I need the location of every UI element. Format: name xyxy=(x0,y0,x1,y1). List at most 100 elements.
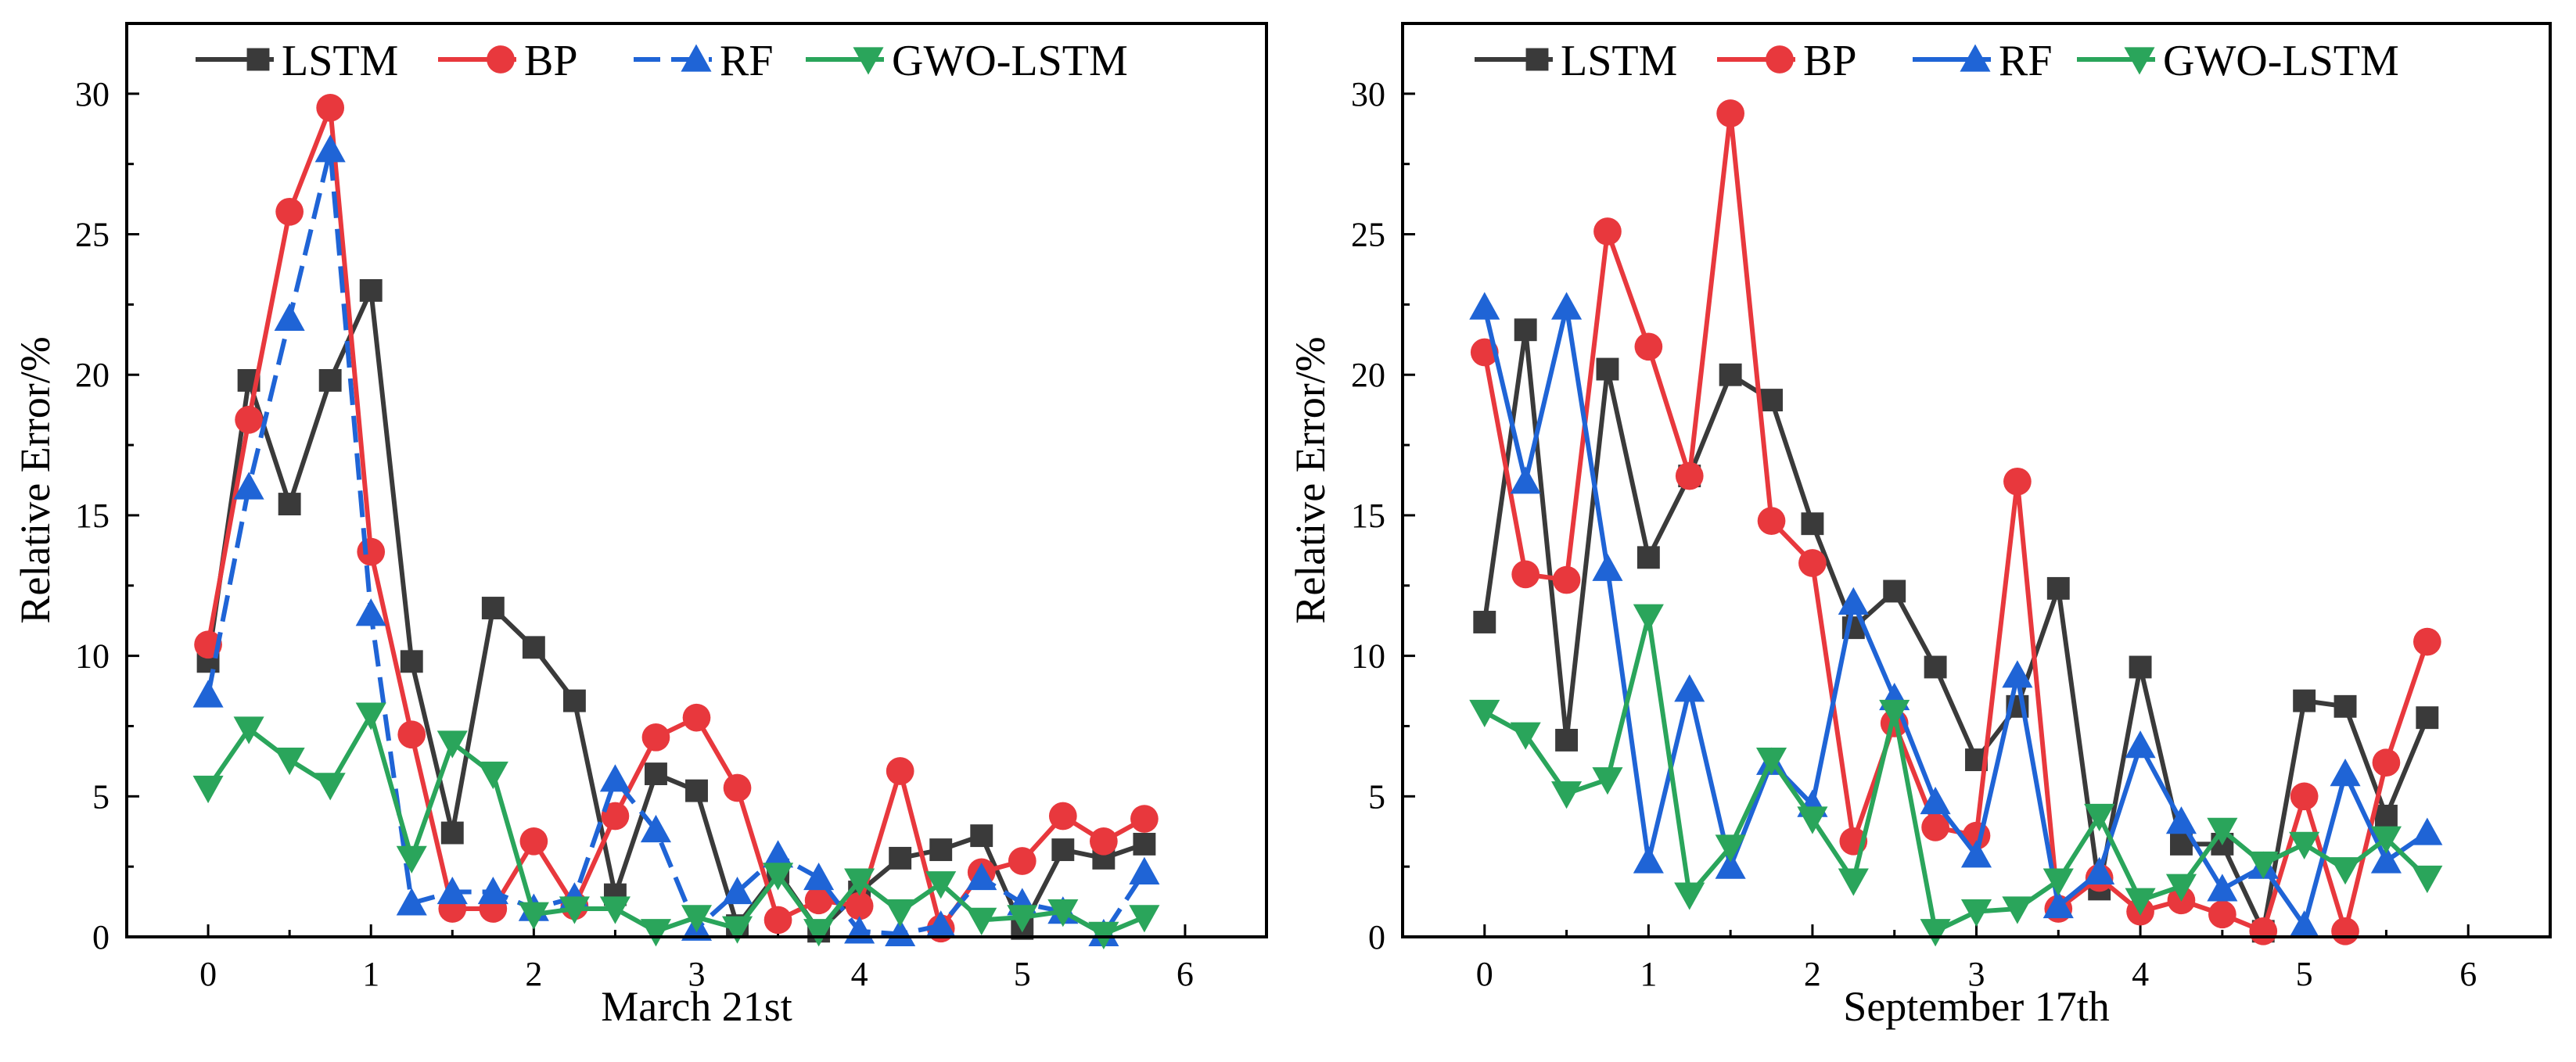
data-point xyxy=(1129,856,1160,884)
data-point xyxy=(925,910,957,938)
data-point xyxy=(885,899,916,927)
data-point xyxy=(440,821,464,845)
y-axis-title: Relative Error/% xyxy=(1287,336,1334,623)
data-point xyxy=(1920,786,1951,815)
data-point xyxy=(437,876,468,905)
data-point xyxy=(2331,917,2359,945)
data-point xyxy=(1130,805,1159,833)
data-point xyxy=(601,802,630,831)
y-tick-label: 30 xyxy=(75,75,110,113)
data-point xyxy=(235,405,263,434)
data-point xyxy=(522,636,545,659)
plot-frame xyxy=(125,22,1268,938)
data-point xyxy=(1921,813,1949,841)
data-point xyxy=(2125,730,2156,759)
data-point xyxy=(1473,611,1496,633)
data-point xyxy=(396,845,427,874)
data-point xyxy=(1469,292,1500,320)
data-point xyxy=(400,650,423,673)
series-line xyxy=(1483,614,2429,934)
x-tick-label: 5 xyxy=(2296,955,2313,993)
data-point xyxy=(2289,910,2320,938)
data-point xyxy=(803,919,835,947)
data-point xyxy=(1633,604,1664,632)
data-point xyxy=(2247,851,2279,880)
data-point xyxy=(970,824,993,848)
data-point xyxy=(925,871,957,899)
data-point xyxy=(2330,759,2361,787)
data-point xyxy=(763,840,794,868)
chart-panel-1: 0 1 2 3 4 5 6 0 5 10 15 20 25 30 LSTM BP RF GWO-LSTM March… xyxy=(12,22,1268,1030)
series-line xyxy=(206,147,1147,937)
data-point xyxy=(397,720,426,749)
legend-label: RF xyxy=(720,37,774,85)
y-axis-title: Relative Error/% xyxy=(12,336,59,623)
data-point xyxy=(1716,99,1744,127)
data-point xyxy=(1924,655,1947,679)
data-point xyxy=(1592,767,1623,795)
data-point xyxy=(682,703,711,732)
x-tick-label: 1 xyxy=(1640,955,1657,993)
data-point xyxy=(1838,587,1869,615)
legend-marker xyxy=(681,44,712,72)
data-point xyxy=(641,723,670,752)
data-point xyxy=(1879,699,1910,728)
data-point xyxy=(1048,802,1077,831)
data-point xyxy=(314,135,346,163)
x-tick-label: 0 xyxy=(1476,955,1493,993)
series-line xyxy=(206,105,1146,931)
data-point xyxy=(278,493,301,515)
data-point xyxy=(1051,838,1075,862)
data-point xyxy=(929,838,953,862)
legend-marker xyxy=(487,45,515,74)
data-point xyxy=(1129,905,1160,933)
data-point xyxy=(681,905,713,933)
x-tick-label: 4 xyxy=(2132,955,2149,993)
data-point xyxy=(2084,856,2115,884)
x-tick-label: 3 xyxy=(1968,955,1985,993)
data-point xyxy=(314,773,346,801)
data-point xyxy=(2293,689,2316,712)
data-point xyxy=(355,702,386,730)
data-point xyxy=(599,764,631,792)
data-point xyxy=(1133,832,1156,856)
data-point xyxy=(640,814,672,843)
x-tick-label: 6 xyxy=(2459,955,2477,993)
data-point xyxy=(437,730,468,759)
data-point xyxy=(2374,805,2398,827)
data-point xyxy=(1551,292,1583,320)
data-point xyxy=(1960,840,1992,868)
data-point xyxy=(721,876,753,905)
data-point xyxy=(2129,655,2152,679)
data-point xyxy=(2290,782,2319,811)
axis-ticks: 0 1 2 3 4 5 6 0 5 10 15 20 25 30 xyxy=(1351,75,2477,993)
y-tick-label: 25 xyxy=(75,216,110,254)
y-tick-label: 25 xyxy=(1351,216,1385,254)
series-line xyxy=(1482,327,2430,934)
data-point xyxy=(640,919,672,947)
x-axis-title: September 17th xyxy=(1843,983,2109,1030)
data-point xyxy=(1801,512,1824,536)
data-point xyxy=(723,773,752,802)
data-point xyxy=(192,775,224,804)
data-point xyxy=(1008,847,1037,875)
x-tick-label: 0 xyxy=(199,955,217,993)
legend-label: LSTM xyxy=(1561,37,1677,85)
data-point xyxy=(1760,389,1783,412)
data-point xyxy=(1715,851,1746,879)
x-tick-label: 1 xyxy=(362,955,379,993)
data-point xyxy=(763,863,794,891)
y-tick-label: 0 xyxy=(92,918,110,956)
data-point xyxy=(1920,919,1951,947)
data-point xyxy=(1838,868,1869,896)
data-point xyxy=(685,779,708,802)
data-point xyxy=(518,902,549,930)
data-point xyxy=(845,892,874,920)
data-point xyxy=(1634,332,1663,361)
data-point xyxy=(804,886,833,915)
data-point xyxy=(2003,467,2032,496)
data-point xyxy=(1596,357,1619,381)
y-tick-label: 5 xyxy=(1368,777,1385,816)
data-point xyxy=(357,537,386,566)
data-point xyxy=(2372,748,2401,777)
